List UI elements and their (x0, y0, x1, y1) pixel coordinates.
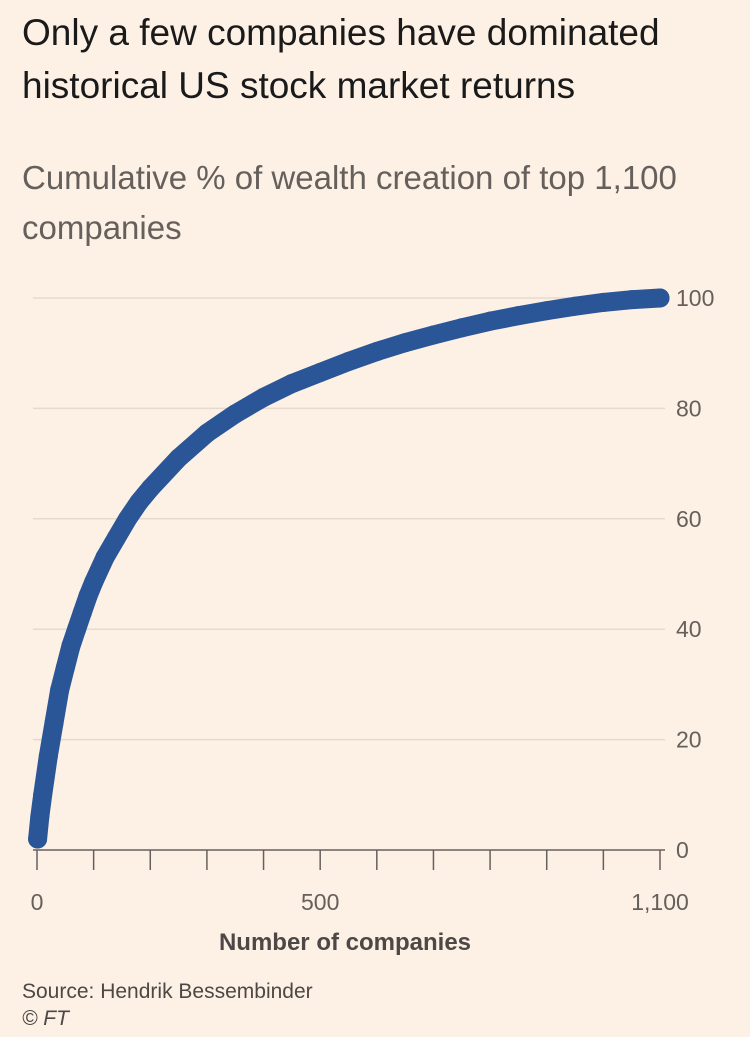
y-tick-label-100: 100 (676, 285, 714, 311)
data-point-1100 (650, 288, 670, 308)
series-cumulative-wealth (28, 288, 670, 849)
data-point-50 (55, 658, 75, 678)
data-point-1000 (593, 292, 613, 312)
data-point-350 (225, 404, 245, 424)
data-point-300 (197, 423, 217, 443)
x-axis-tick-labels: 0 500 1,100 (31, 889, 689, 915)
data-point-5 (30, 807, 50, 827)
y-tick-label-60: 60 (676, 506, 702, 532)
data-point-80 (72, 603, 92, 623)
data-point-20 (38, 746, 58, 766)
copyright-credit: © FT (22, 1007, 69, 1030)
data-point-30 (44, 713, 64, 733)
data-point-40 (50, 680, 70, 700)
data-point-450 (282, 374, 302, 394)
data-point-550 (339, 351, 358, 371)
data-point-1 (28, 829, 48, 849)
data-point-200 (140, 478, 160, 498)
x-tick-label-500: 500 (301, 889, 339, 915)
series-line-0 (28, 288, 670, 849)
chart-subtitle: Cumulative % of wealth creation of top 1… (22, 159, 677, 246)
data-point-250 (169, 448, 189, 468)
y-tick-label-40: 40 (676, 616, 702, 642)
source-note: Source: Hendrik Bessembinder (22, 980, 313, 1003)
data-point-800 (480, 311, 500, 331)
gridlines (33, 297, 665, 851)
data-point-500 (310, 363, 330, 383)
data-point-120 (95, 547, 115, 567)
x-tick-label-0: 0 (31, 889, 44, 915)
data-point-950 (565, 296, 585, 316)
y-tick-label-0: 0 (676, 837, 689, 863)
data-point-140 (106, 528, 126, 548)
x-tick-label-1100: 1,100 (631, 889, 689, 915)
y-axis-tick-labels: 0 20 40 60 80 100 (676, 285, 714, 863)
data-point-700 (423, 325, 443, 345)
data-point-400 (254, 387, 274, 407)
data-point-180 (129, 492, 149, 512)
data-point-850 (508, 306, 528, 326)
y-tick-label-80: 80 (676, 395, 702, 421)
data-point-900 (537, 301, 557, 321)
data-point-750 (452, 318, 472, 338)
y-tick-label-20: 20 (676, 727, 702, 753)
data-point-160 (118, 509, 138, 529)
data-point-70 (67, 619, 87, 639)
data-point-60 (61, 636, 81, 656)
data-point-10 (33, 785, 53, 805)
x-axis-ticks (36, 850, 661, 870)
data-point-650 (395, 333, 415, 353)
chart-title: Only a few companies have dominated hist… (22, 12, 660, 106)
data-point-1050 (622, 290, 642, 310)
x-axis-title: Number of companies (219, 929, 471, 956)
data-point-600 (367, 342, 387, 362)
data-point-100 (84, 572, 104, 592)
